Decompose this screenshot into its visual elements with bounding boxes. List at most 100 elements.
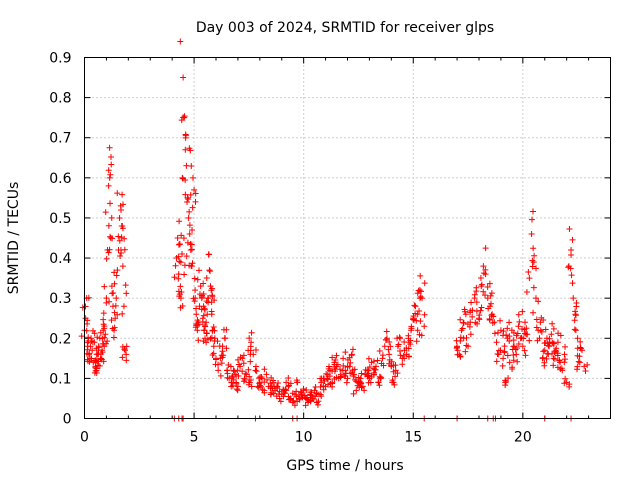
y-tick-label: 0.6 [49,171,71,187]
data-point [108,214,115,221]
data-point [187,247,194,254]
data-point [119,222,126,229]
data-point [543,355,550,362]
data-point [208,311,215,318]
data-point [240,352,247,359]
data-point [268,389,275,396]
data-point [526,275,533,282]
data-point [207,283,214,290]
data-point [203,275,210,282]
data-point [421,323,428,330]
data-point [123,343,130,350]
data-point [557,366,564,373]
data-point [397,335,404,342]
data-point [522,352,529,359]
data-point [554,352,561,359]
data-point [100,340,107,347]
data-point [176,218,183,225]
data-point [571,326,578,333]
data-point [457,316,464,323]
data-point [174,235,181,241]
chart-title: Day 003 of 2024, SRMTID for receiver glp… [196,20,494,36]
data-point [289,390,296,397]
data-point [546,343,553,350]
data-point [103,299,110,306]
data-point [219,348,226,355]
data-point [403,345,410,352]
data-point [234,367,241,374]
data-point [358,384,365,391]
data-point [478,283,485,290]
data-point [301,392,308,399]
data-point [277,398,284,405]
data-point [350,390,357,397]
data-point [558,365,565,372]
data-point [473,299,480,306]
data-point [548,331,555,338]
data-point [247,351,254,358]
data-point [385,346,392,353]
data-point [119,354,126,361]
data-point [376,382,383,389]
data-point [186,222,193,229]
data-point [189,227,196,234]
data-point [339,367,346,374]
data-point [218,352,225,359]
data-point [303,386,310,393]
data-point [307,398,314,405]
data-point [85,294,92,301]
data-point [180,74,187,81]
data-point [535,298,542,305]
data-point [459,325,466,332]
data-point [555,330,562,337]
data-point [202,335,209,342]
data-point [566,381,573,388]
data-point [353,387,360,394]
data-point [469,313,476,320]
data-point [294,398,301,405]
data-point [550,355,557,362]
data-point [194,317,201,324]
data-point [193,311,200,318]
data-point [182,176,189,183]
data-point [510,352,517,359]
data-point [504,352,511,359]
data-point [405,335,412,342]
data-point [92,368,99,375]
data-point [510,357,517,364]
data-point [482,266,489,273]
data-points [78,38,591,422]
data-point [252,363,259,370]
data-point [283,387,290,394]
data-point [104,338,111,345]
data-point [532,295,539,302]
data-point [386,356,393,363]
data-point [304,396,311,403]
data-point [103,255,110,262]
data-point [497,317,504,324]
data-point [283,379,290,386]
data-point [417,318,424,325]
data-point [421,311,428,318]
data-point [318,375,325,382]
data-point [86,350,93,357]
data-point [210,323,217,330]
data-point [203,298,210,305]
data-point [526,337,533,344]
data-point [95,344,102,351]
data-point [531,252,538,259]
data-point [180,114,187,121]
data-point [239,368,246,375]
data-point [235,356,242,363]
data-point [182,191,189,198]
data-point [541,340,548,347]
data-point [529,257,536,264]
data-point [107,153,114,160]
data-point [240,360,247,367]
data-point [84,320,91,327]
data-point [550,325,557,332]
data-point [258,383,265,390]
data-point [380,362,387,369]
data-point [405,353,412,360]
data-point [476,316,483,323]
